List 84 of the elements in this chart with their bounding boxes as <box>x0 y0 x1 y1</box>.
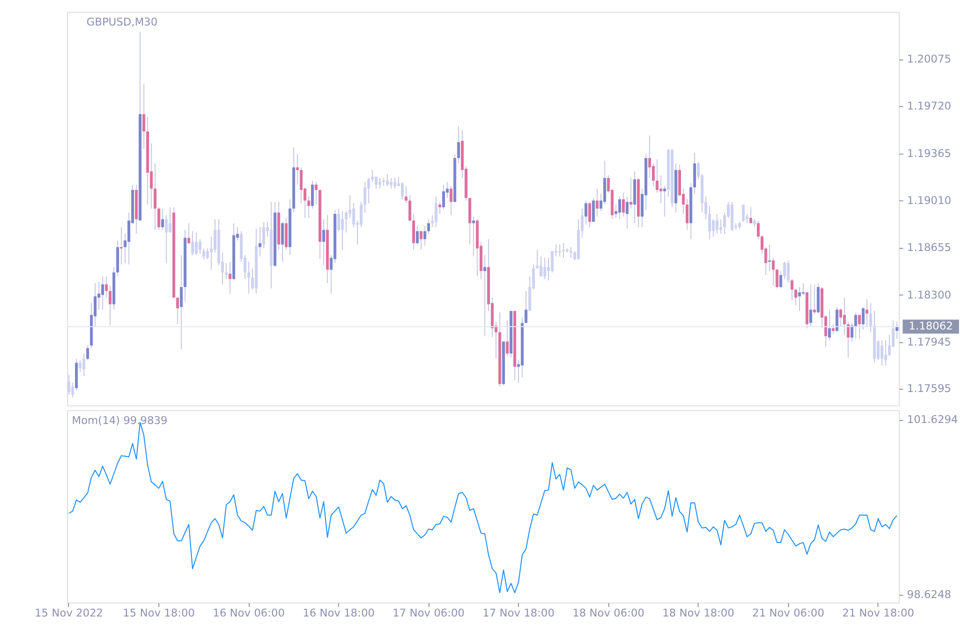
candlestick <box>341 210 344 250</box>
candlestick <box>472 216 475 257</box>
candlestick <box>370 170 374 182</box>
candlestick <box>450 185 452 216</box>
x-tick-label: 16 Nov 06:00 <box>212 606 285 620</box>
candlestick <box>558 244 562 257</box>
candlestick <box>281 221 284 262</box>
candlestick <box>716 213 718 234</box>
candlestick <box>68 374 70 396</box>
candlestick <box>101 276 104 310</box>
candlestick <box>798 286 801 312</box>
candlestick <box>543 257 546 280</box>
y-tick-label: 1.19365 <box>907 146 952 160</box>
candlestick <box>858 314 861 340</box>
y-tick-label: 1.20075 <box>907 52 952 66</box>
x-tick-label: 16 Nov 18:00 <box>302 606 375 620</box>
chart-title: Mom(14) 99.9839 <box>72 414 168 427</box>
y-tick-label: 1.18655 <box>907 241 952 254</box>
candlestick <box>790 278 794 301</box>
candlestick <box>659 174 662 204</box>
candlestick <box>378 178 382 190</box>
ref-line-label: 1.18062 <box>908 320 953 333</box>
candlestick <box>896 321 898 340</box>
candlestick <box>314 182 318 206</box>
candlestick <box>813 284 816 314</box>
candlestick <box>322 218 326 266</box>
candlestick <box>404 185 408 204</box>
candlestick <box>262 221 266 249</box>
candlestick <box>828 309 831 341</box>
candlestick <box>524 290 528 324</box>
candlestick <box>809 284 812 328</box>
candlestick <box>120 226 123 265</box>
candlestick <box>311 180 314 210</box>
candlestick <box>202 248 206 260</box>
candlestick <box>584 200 588 226</box>
candlestick <box>506 320 509 357</box>
candlestick <box>390 178 393 190</box>
y-tick-label: 1.18300 <box>907 288 952 302</box>
candlestick <box>176 297 179 325</box>
candlestick <box>648 134 652 178</box>
y-tick-label: 1.19010 <box>907 194 952 207</box>
candlestick <box>258 226 262 257</box>
candlestick <box>832 324 835 334</box>
x-tick-label: 15 Nov 2022 <box>34 606 104 620</box>
candlestick <box>164 214 168 264</box>
candlestick <box>719 218 722 234</box>
y-tick-label: 1.17595 <box>907 382 952 396</box>
candlestick <box>570 246 572 258</box>
candlestick <box>206 248 209 260</box>
candlestick <box>663 185 666 218</box>
candlestick <box>779 270 782 289</box>
candlestick <box>386 174 389 186</box>
candlestick <box>363 182 366 214</box>
candlestick <box>442 184 445 210</box>
x-tick-label: 17 Nov 06:00 <box>392 606 465 620</box>
candlestick <box>393 178 396 190</box>
candlestick <box>540 256 542 277</box>
y-tick-label: 101.6294 <box>907 412 958 426</box>
candlestick <box>786 260 790 284</box>
candlestick <box>880 340 884 366</box>
candlestick <box>630 178 632 210</box>
y-tick-label: 1.17945 <box>907 336 952 349</box>
candlestick <box>457 126 460 164</box>
candlestick <box>194 232 198 256</box>
candlestick <box>161 208 164 230</box>
candlestick <box>198 238 202 254</box>
candlestick <box>836 306 838 333</box>
x-tick-label: 18 Nov 06:00 <box>572 606 645 620</box>
candlestick <box>626 196 629 229</box>
x-tick-label: 15 Nov 18:00 <box>122 606 196 620</box>
x-tick-label: 17 Nov 18:00 <box>482 606 555 620</box>
candlestick <box>168 206 172 233</box>
candlestick <box>656 158 659 194</box>
y-tick-label: 98.6248 <box>907 588 952 602</box>
candlestick <box>768 244 771 272</box>
y-tick-label: 1.19720 <box>907 100 952 113</box>
candlestick <box>400 182 404 200</box>
candlestick <box>434 196 438 228</box>
chart-title: GBPUSD,M30 <box>86 15 158 28</box>
x-tick-label: 21 Nov 18:00 <box>842 606 914 620</box>
candlestick <box>420 230 422 250</box>
candlestick <box>228 261 232 294</box>
x-tick-label: 21 Nov 06:00 <box>752 606 824 620</box>
x-tick-label: 18 Nov 18:00 <box>662 606 735 620</box>
